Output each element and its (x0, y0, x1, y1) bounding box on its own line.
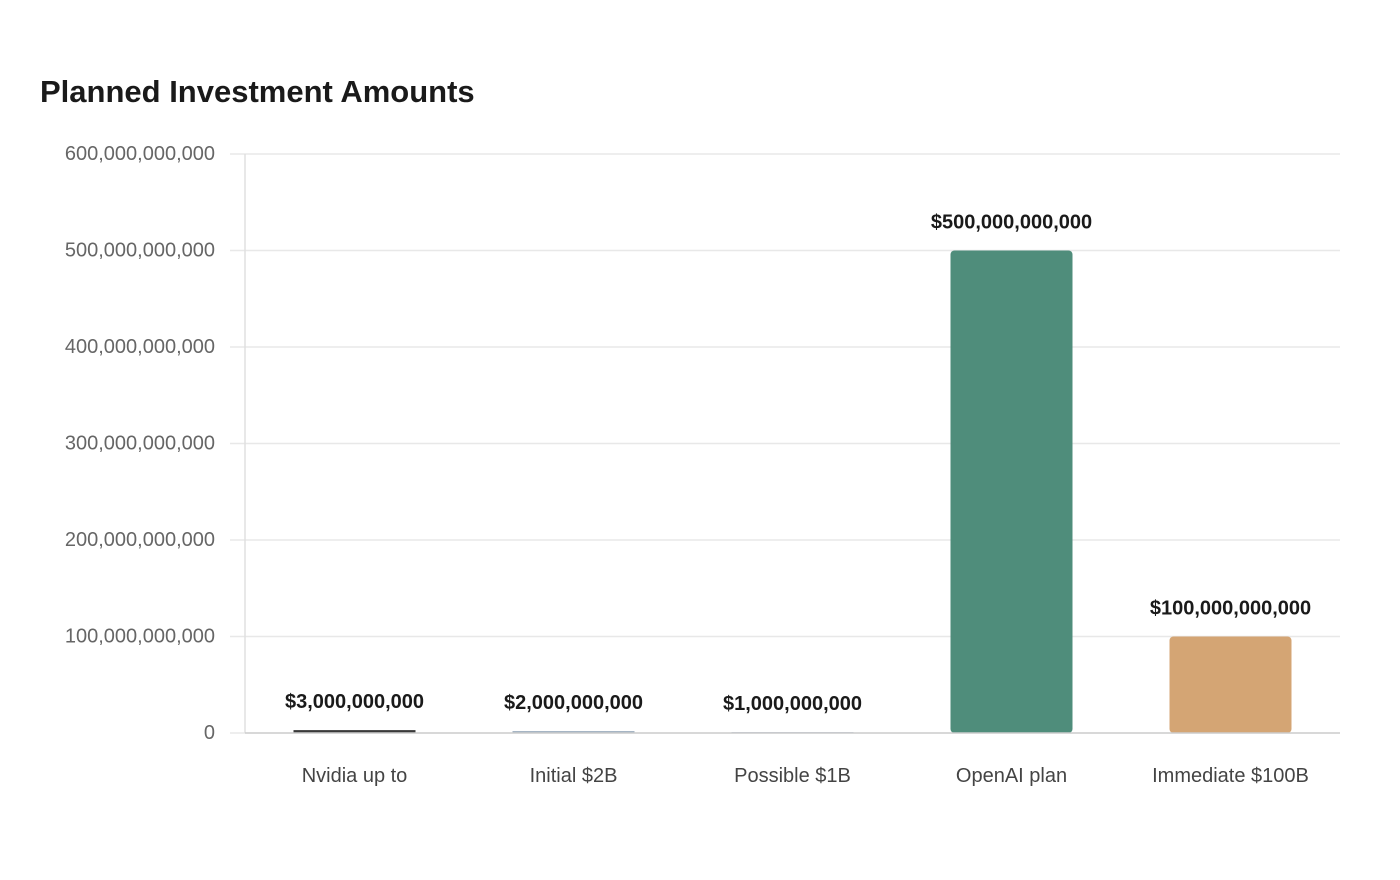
data-label: $100,000,000,000 (1150, 598, 1311, 620)
x-tick-label: Immediate $100B (1152, 765, 1309, 787)
y-tick-label: 0 (204, 722, 215, 744)
data-label: $1,000,000,000 (723, 693, 862, 715)
y-tick-label: 100,000,000,000 (65, 626, 215, 648)
x-tick-label: Possible $1B (734, 765, 851, 787)
y-tick-label: 300,000,000,000 (65, 433, 215, 455)
y-tick-label: 500,000,000,000 (65, 240, 215, 262)
y-tick-label: 600,000,000,000 (65, 143, 215, 165)
y-tick-label: 400,000,000,000 (65, 336, 215, 358)
x-tick-label: OpenAI plan (956, 765, 1067, 787)
data-label: $500,000,000,000 (931, 212, 1092, 234)
data-label: $3,000,000,000 (285, 691, 424, 713)
chart-title: Planned Investment Amounts (40, 74, 475, 109)
bar (512, 731, 635, 733)
data-label: $2,000,000,000 (504, 692, 643, 714)
bar (293, 730, 416, 733)
y-tick-label: 200,000,000,000 (65, 529, 215, 551)
bar (950, 250, 1073, 733)
x-tick-label: Nvidia up to (302, 765, 408, 787)
bar (1169, 636, 1292, 733)
x-tick-label: Initial $2B (530, 765, 618, 787)
